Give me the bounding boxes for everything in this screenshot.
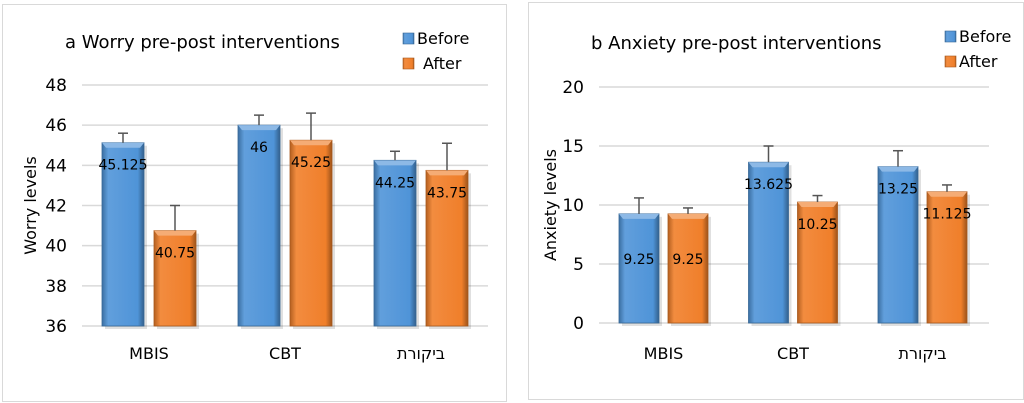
anxiety-chart: b Anxiety pre-post interventions 0 5 10 15 20… [541, 27, 1011, 363]
bar-after [797, 201, 838, 324]
y-tick-label: 0 [573, 314, 584, 334]
bar-after [667, 213, 709, 324]
bar-before [237, 124, 281, 327]
bar-bevel [878, 166, 918, 172]
x-tick-label: CBT [777, 344, 809, 363]
y-axis-label: Anxiety levels [541, 149, 560, 261]
chart-title: b Anxiety pre-post interventions [591, 33, 882, 54]
bar-bevel [619, 213, 659, 219]
bar-bevel [797, 202, 838, 208]
legend-label: After [959, 52, 998, 71]
bar-before [748, 161, 789, 324]
y-tick-label: 48 [45, 76, 67, 96]
legend-swatch [944, 30, 957, 43]
y-tick-label: 38 [45, 277, 67, 297]
data-label: 10.25 [797, 217, 837, 233]
y-tick-label: 36 [45, 317, 67, 337]
data-label: 43.75 [427, 185, 467, 201]
x-tick-label: ביקורת [898, 344, 946, 363]
y-tick-label: 46 [45, 116, 67, 136]
y-tick-label: 42 [45, 197, 67, 217]
y-tick-label: 15 [562, 137, 584, 157]
x-tick-label: CBT [269, 344, 301, 363]
bar-bevel [748, 162, 789, 168]
data-label: 45.25 [291, 155, 331, 171]
y-tick-label: 44 [45, 156, 67, 176]
worry-chart: a Worry pre-post interventions 36 38 40 42 44… [21, 29, 488, 363]
bar-bevel [238, 125, 280, 131]
worry-chart-panel: a Worry pre-post interventions 36 38 40 42 44… [2, 4, 507, 402]
bar-after [289, 139, 333, 327]
data-label: 13.625 [744, 177, 793, 193]
data-label: 9.25 [623, 252, 654, 268]
chart-title: a Worry pre-post interventions [65, 32, 340, 53]
y-tick-label: 40 [45, 237, 67, 257]
legend-label: Before [959, 27, 1011, 46]
bar-bevel [154, 230, 196, 236]
anxiety-chart-panel: b Anxiety pre-post interventions 0 5 10 15 20… [528, 2, 1024, 400]
bar-before [618, 213, 660, 324]
data-label: 9.25 [672, 252, 703, 268]
data-label: 44.25 [375, 175, 415, 191]
legend-swatch [402, 57, 415, 70]
bar-bevel [426, 170, 468, 176]
data-label: 45.125 [99, 158, 148, 174]
bar-bevel [290, 140, 332, 146]
bar-after [153, 230, 197, 327]
y-tick-label: 10 [562, 196, 584, 216]
bar-before [373, 159, 417, 327]
x-tick-label: MBIS [644, 344, 684, 363]
bar-bevel [927, 191, 967, 197]
y-axis-label: Worry levels [21, 156, 40, 254]
data-label: 46 [250, 140, 268, 156]
data-label: 40.75 [155, 246, 195, 262]
data-label: 11.125 [923, 207, 972, 223]
bar-after [425, 169, 469, 327]
legend-swatch [402, 32, 415, 45]
legend-label: Before [417, 29, 469, 48]
x-tick-label: ביקורת [397, 344, 445, 363]
y-tick-label: 20 [562, 78, 584, 98]
x-tick-label: MBIS [129, 344, 169, 363]
data-label: 13.25 [878, 182, 918, 198]
legend-label: After [423, 54, 462, 73]
legend-swatch [944, 55, 957, 68]
bar-bevel [374, 160, 416, 166]
y-tick-label: 5 [573, 255, 584, 275]
bar-bevel [102, 142, 144, 148]
bar-after [926, 191, 968, 324]
bar-before [877, 166, 919, 324]
bar-bevel [668, 213, 708, 219]
